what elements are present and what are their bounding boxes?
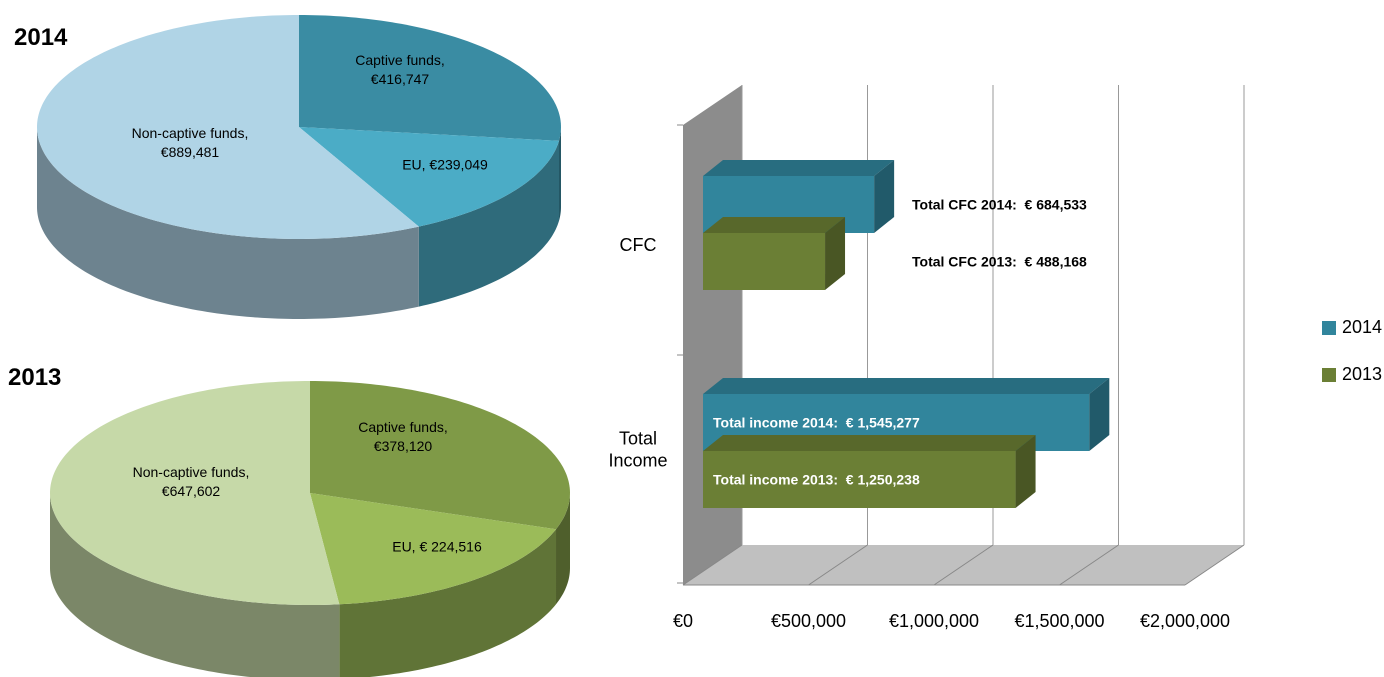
x-tick-label: €500,000 <box>771 611 846 631</box>
pie-slice <box>299 127 559 307</box>
bar-top <box>703 160 895 176</box>
pie-slice-top <box>50 381 340 605</box>
floor-grid-line <box>682 544 743 586</box>
pie-title: 2014 <box>14 24 68 51</box>
pie-slice-top <box>37 15 419 239</box>
bar-top <box>703 217 846 233</box>
pie-slice-top <box>299 127 559 227</box>
legend-label: 2014 <box>1342 317 1382 337</box>
bar-side <box>1015 435 1036 508</box>
bar-value-label: Total income 2014: € 1,545,277 <box>713 414 920 431</box>
bar <box>703 435 1036 508</box>
pie-slice-side <box>558 127 561 221</box>
pie-label: Captive funds, €416,747 <box>355 52 445 87</box>
pie-slice-side <box>556 493 570 605</box>
pie-slice-side <box>37 127 419 319</box>
pie-slice-top <box>310 493 557 605</box>
pie-slice <box>310 493 557 677</box>
pie-slice <box>37 15 419 319</box>
pie-slice-top <box>299 15 561 141</box>
floor-grid-line <box>808 544 868 586</box>
bar-value-label: Total income 2013: € 1,250,238 <box>713 471 920 488</box>
pie-label: EU, €239,049 <box>402 156 488 173</box>
pie-slice-side <box>339 529 557 677</box>
legend-swatch <box>1322 368 1336 382</box>
bar <box>703 217 846 290</box>
pie-slice-side <box>50 493 340 677</box>
pie-slice-side <box>418 140 559 307</box>
bar-side <box>825 217 846 290</box>
bar-value-label: Total CFC 2013: € 488,168 <box>912 253 1087 270</box>
y-tick-label: CFC <box>619 235 657 256</box>
x-tick-label: €2,000,000 <box>1140 611 1230 631</box>
pie-label: Captive funds, €378,120 <box>358 419 448 454</box>
x-tick-label: €0 <box>673 611 693 631</box>
bar-top <box>703 378 1110 394</box>
x-tick-label: €1,500,000 <box>1014 611 1104 631</box>
pie-slice-top <box>310 381 570 530</box>
legend-label: 2013 <box>1342 364 1382 384</box>
pie-label: Non-captive funds, €647,602 <box>132 464 250 499</box>
bar-side <box>1089 378 1110 451</box>
bar-front <box>703 451 1016 508</box>
bar-side <box>874 160 895 233</box>
pie-slice <box>50 381 340 677</box>
bar-top <box>703 435 1036 451</box>
pie-slice <box>299 15 561 221</box>
pie-label: EU, € 224,516 <box>392 538 482 555</box>
pie-title: 2013 <box>8 364 61 391</box>
bar-value-label: Total CFC 2014: € 684,533 <box>912 196 1087 213</box>
bar-front <box>703 233 826 290</box>
pie-label: Non-captive funds, €889,481 <box>131 125 249 160</box>
x-tick-label: €1,000,000 <box>889 611 979 631</box>
legend-swatch <box>1322 321 1336 335</box>
bar <box>703 378 1110 451</box>
floor-grid-line <box>1184 544 1245 586</box>
floor-grid-line <box>1059 544 1119 586</box>
pie-slice <box>310 381 570 605</box>
y-tick-label: Total Income <box>608 428 668 470</box>
floor-grid-line <box>933 544 994 586</box>
